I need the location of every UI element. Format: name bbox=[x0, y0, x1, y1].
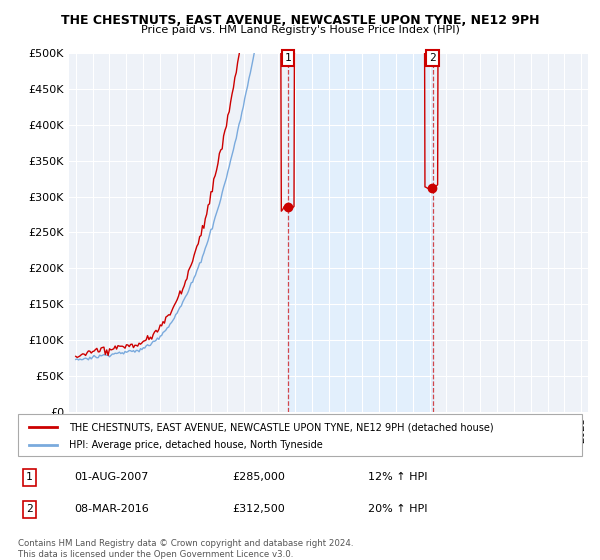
Text: 12% ↑ HPI: 12% ↑ HPI bbox=[368, 472, 427, 482]
Text: 01-AUG-2007: 01-AUG-2007 bbox=[74, 472, 149, 482]
Text: 1: 1 bbox=[284, 53, 291, 63]
Text: 1: 1 bbox=[26, 472, 32, 482]
Text: Price paid vs. HM Land Registry's House Price Index (HPI): Price paid vs. HM Land Registry's House … bbox=[140, 25, 460, 35]
Text: 20% ↑ HPI: 20% ↑ HPI bbox=[368, 505, 427, 515]
Text: 2: 2 bbox=[26, 505, 32, 515]
Text: £312,500: £312,500 bbox=[232, 505, 285, 515]
Text: THE CHESTNUTS, EAST AVENUE, NEWCASTLE UPON TYNE, NE12 9PH: THE CHESTNUTS, EAST AVENUE, NEWCASTLE UP… bbox=[61, 14, 539, 27]
Text: £285,000: £285,000 bbox=[232, 472, 285, 482]
Text: Contains HM Land Registry data © Crown copyright and database right 2024.
This d: Contains HM Land Registry data © Crown c… bbox=[18, 539, 353, 559]
FancyBboxPatch shape bbox=[18, 414, 582, 456]
Text: 08-MAR-2016: 08-MAR-2016 bbox=[74, 505, 149, 515]
Bar bbox=[288, 53, 433, 412]
Text: HPI: Average price, detached house, North Tyneside: HPI: Average price, detached house, Nort… bbox=[69, 440, 323, 450]
Text: THE CHESTNUTS, EAST AVENUE, NEWCASTLE UPON TYNE, NE12 9PH (detached house): THE CHESTNUTS, EAST AVENUE, NEWCASTLE UP… bbox=[69, 422, 493, 432]
Text: 2: 2 bbox=[429, 53, 436, 63]
